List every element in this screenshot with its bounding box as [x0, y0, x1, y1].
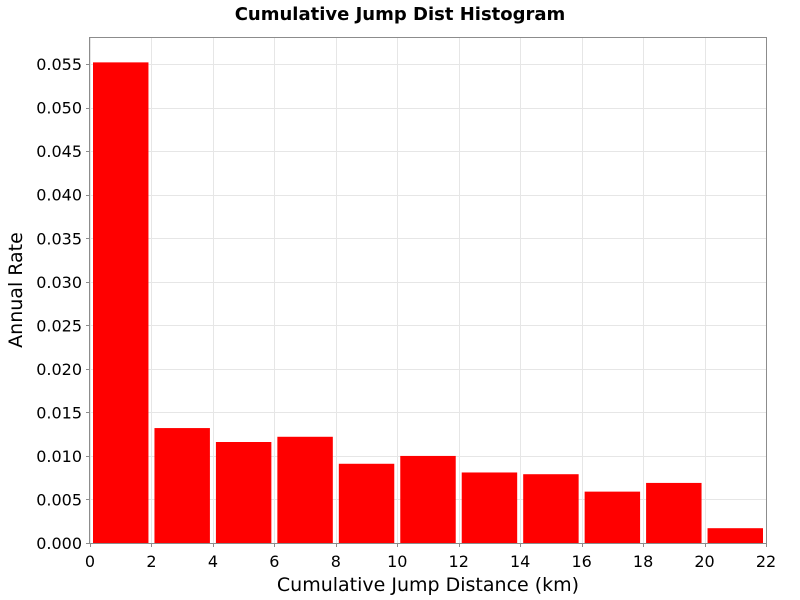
x-tick-label: 12	[449, 552, 469, 571]
histogram-bar	[93, 62, 149, 544]
histogram-bar	[523, 474, 579, 543]
histogram-bar	[584, 491, 641, 543]
histogram-bar	[461, 472, 518, 543]
y-tick-label: 0.020	[36, 360, 82, 379]
y-tick-label: 0.055	[36, 55, 82, 74]
x-tick-label: 0	[85, 552, 95, 571]
x-tick-label: 6	[269, 552, 279, 571]
y-axis-label: Annual Rate	[5, 232, 27, 348]
x-tick-label: 22	[756, 552, 776, 571]
x-tick-label: 16	[571, 552, 591, 571]
histogram-bar	[707, 528, 763, 543]
x-tick-label: 14	[510, 552, 530, 571]
y-tick-label: 0.000	[36, 534, 82, 553]
histogram-bar	[154, 428, 210, 543]
y-tick-label: 0.040	[36, 186, 82, 205]
y-tick-label: 0.010	[36, 447, 82, 466]
x-tick-label: 4	[208, 552, 218, 571]
y-tick-label: 0.035	[36, 229, 82, 248]
y-axis-ticks: 0.000 0.005 0.010 0.015 0.020 0.025 0.030 0.035…	[36, 55, 90, 553]
y-tick-label: 0.025	[36, 316, 82, 335]
histogram-bar	[215, 442, 272, 543]
histogram-bar	[400, 455, 456, 543]
plot-frame	[89, 37, 767, 544]
x-tick-label: 10	[387, 552, 407, 571]
x-axis-ticks: 0 2 4 6 8 10 12 14 16 18 20 22	[85, 543, 776, 571]
y-tick-label: 0.015	[36, 403, 82, 422]
y-tick-label: 0.050	[36, 99, 82, 118]
histogram-bar	[338, 463, 395, 543]
y-tick-label: 0.005	[36, 490, 82, 509]
x-tick-label: 20	[694, 552, 714, 571]
y-tick-label: 0.030	[36, 273, 82, 292]
y-tick-label: 0.045	[36, 142, 82, 161]
histogram-bar	[277, 436, 333, 543]
x-axis-label: Cumulative Jump Distance (km)	[277, 574, 579, 596]
x-tick-label: 2	[146, 552, 156, 571]
bars	[93, 62, 763, 544]
x-tick-label: 8	[331, 552, 341, 571]
histogram-bar	[646, 482, 702, 543]
x-tick-label: 18	[633, 552, 653, 571]
chart-title: Cumulative Jump Dist Histogram	[235, 4, 566, 25]
